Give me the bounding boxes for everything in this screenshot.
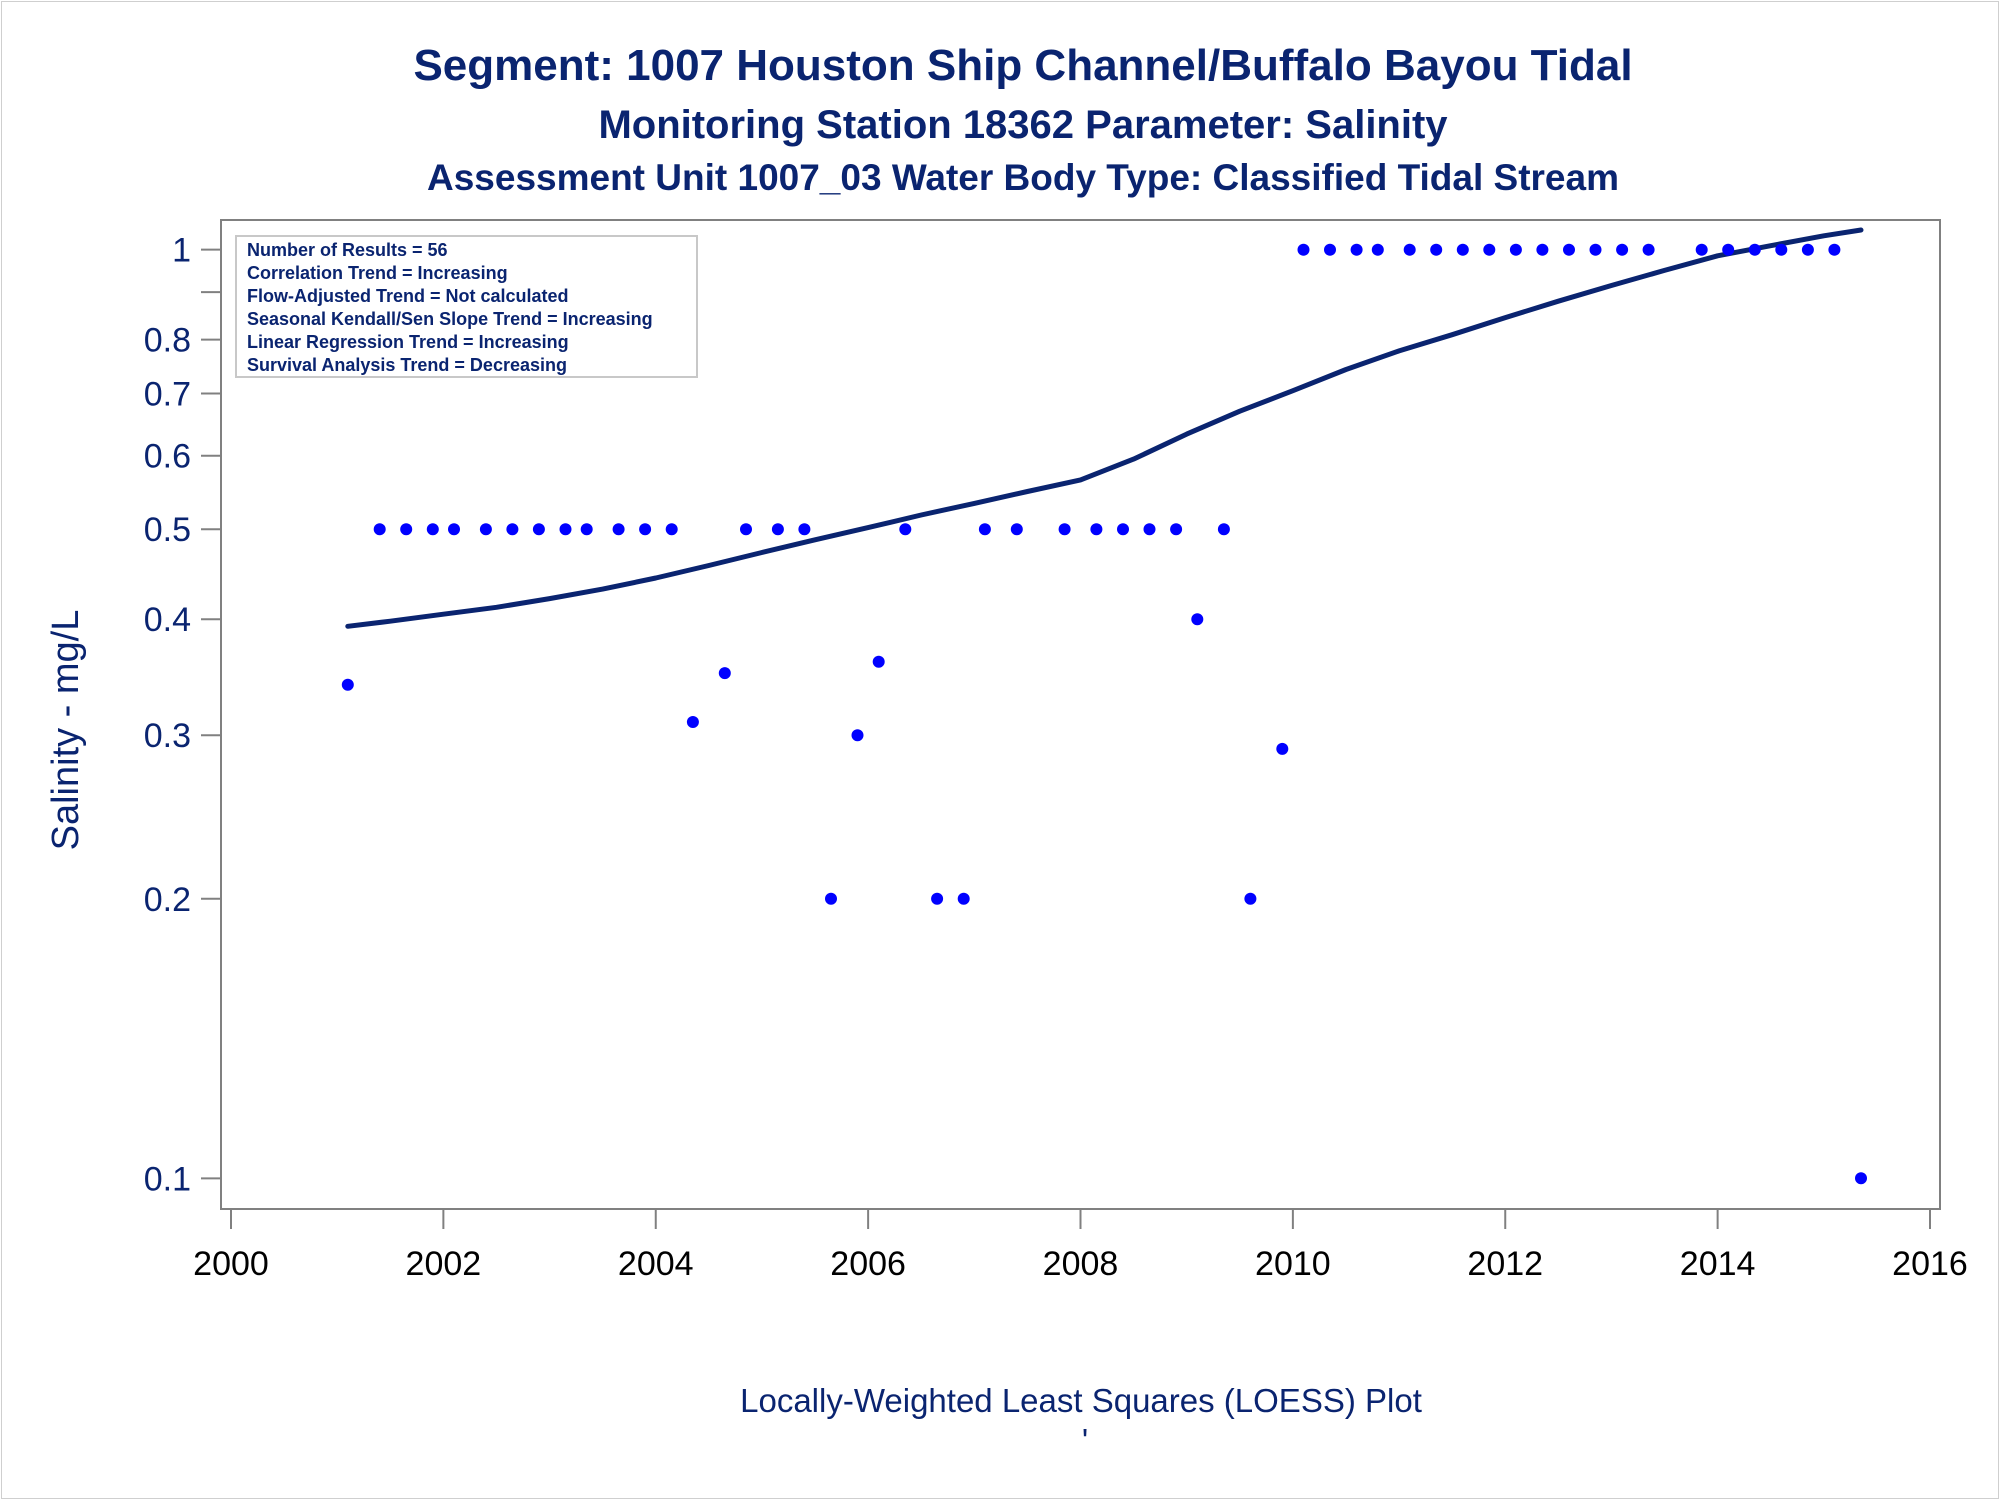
data-point — [559, 523, 572, 536]
data-point — [1244, 892, 1257, 905]
data-point — [1695, 243, 1708, 256]
data-point — [1297, 243, 1310, 256]
stats-seasonal-kendall-trend: Seasonal Kendall/Sen Slope Trend = Incre… — [247, 309, 653, 329]
stats-correlation-trend: Correlation Trend = Increasing — [247, 263, 508, 283]
data-point — [1855, 1172, 1867, 1185]
data-point — [1350, 243, 1363, 256]
data-point — [1828, 243, 1841, 256]
y-tick-label: 0.1 — [144, 1160, 191, 1198]
stats-box: Number of Results = 56 Correlation Trend… — [235, 235, 698, 378]
data-point — [1117, 523, 1129, 536]
data-point — [851, 729, 864, 742]
data-point — [1324, 243, 1336, 256]
y-axis: 0.1 0.2 0.3 0.4 0.5 0.6 0.7 0.8 1 — [144, 232, 221, 1198]
x-tick-label: 2008 — [1043, 1245, 1119, 1283]
data-point — [872, 655, 885, 668]
data-point — [1170, 523, 1183, 536]
data-point — [612, 523, 625, 536]
stats-flow-adjusted-trend: Flow-Adjusted Trend = Not calculated — [247, 286, 569, 306]
x-tick-label: 2014 — [1680, 1245, 1756, 1283]
data-point — [718, 667, 731, 680]
x-tick-label: 2010 — [1255, 1245, 1331, 1283]
data-point — [426, 523, 439, 536]
data-point — [1058, 523, 1071, 536]
data-point — [1217, 523, 1230, 536]
x-tick-label: 2012 — [1467, 1245, 1543, 1283]
data-point — [373, 523, 386, 536]
y-axis-label: Salinity - mg/L — [45, 610, 87, 851]
points-series — [341, 243, 1867, 1185]
x-axis: 2000 2002 2004 2006 2008 2010 2012 2014 2016 — [193, 1209, 1968, 1283]
data-point — [1371, 243, 1384, 256]
y-tick-label: 0.5 — [144, 511, 191, 549]
x-tick-label: 2006 — [830, 1245, 906, 1283]
stats-number-of-results: Number of Results = 56 — [247, 240, 448, 260]
data-point — [978, 523, 991, 536]
x-tick-label: 2002 — [406, 1245, 482, 1283]
chart-subtitle-2: Assessment Unit 1007_03 Water Body Type:… — [427, 157, 1619, 198]
data-point — [1642, 243, 1655, 256]
data-point — [1191, 613, 1204, 626]
y-tick-label: 0.2 — [144, 881, 191, 919]
data-point — [400, 523, 413, 536]
data-point — [1775, 243, 1788, 256]
data-point — [1801, 243, 1814, 256]
chart-title: Segment: 1007 Houston Ship Channel/Buffa… — [413, 41, 1632, 90]
loess-line — [345, 227, 1864, 629]
data-point — [1430, 243, 1443, 256]
y-tick-label: 0.3 — [144, 717, 191, 755]
data-point — [740, 523, 752, 536]
data-point — [1456, 243, 1469, 256]
x-tick-label: 2000 — [193, 1245, 269, 1283]
data-point — [1143, 523, 1156, 536]
data-point — [825, 892, 837, 905]
data-point — [580, 523, 593, 536]
data-point — [686, 716, 699, 728]
data-point — [479, 523, 492, 536]
data-point — [639, 523, 652, 536]
data-point — [506, 523, 519, 536]
data-point — [665, 523, 678, 536]
stats-survival-analysis-trend: Survival Analysis Trend = Decreasing — [247, 355, 567, 375]
data-point — [1010, 523, 1023, 536]
data-point — [532, 523, 545, 536]
stats-linear-regression-trend: Linear Regression Trend = Increasing — [247, 332, 569, 352]
y-tick-label: 0.6 — [144, 438, 191, 476]
loess-series — [345, 227, 1864, 629]
data-point — [1616, 243, 1629, 256]
data-point — [1536, 243, 1549, 256]
y-tick-label: 1 — [172, 232, 191, 270]
y-tick-label: 0.7 — [144, 376, 191, 414]
data-point — [1509, 243, 1522, 256]
data-point — [931, 892, 944, 905]
y-tick-label: 0.8 — [144, 322, 191, 360]
data-point — [448, 523, 460, 536]
data-point — [341, 678, 354, 691]
footnote-mark: ' — [1082, 1422, 1088, 1459]
y-tick-label: 0.4 — [144, 601, 191, 639]
data-point — [1722, 243, 1735, 256]
x-tick-label: 2004 — [618, 1245, 694, 1283]
x-tick-label: 2016 — [1892, 1245, 1968, 1283]
data-point — [1563, 243, 1575, 256]
data-point — [1276, 742, 1289, 755]
stats-box-border — [235, 235, 698, 378]
data-point — [1483, 243, 1496, 256]
data-point — [771, 523, 784, 536]
data-point — [1589, 243, 1602, 256]
chart-subtitle: Monitoring Station 18362 Parameter: Sali… — [598, 103, 1448, 147]
data-point — [1748, 243, 1761, 256]
data-point — [798, 523, 811, 536]
data-point — [1090, 523, 1103, 536]
footnote: Locally-Weighted Least Squares (LOESS) P… — [740, 1382, 1422, 1419]
data-point — [1403, 243, 1416, 256]
data-point — [957, 892, 970, 905]
data-point — [899, 523, 912, 536]
